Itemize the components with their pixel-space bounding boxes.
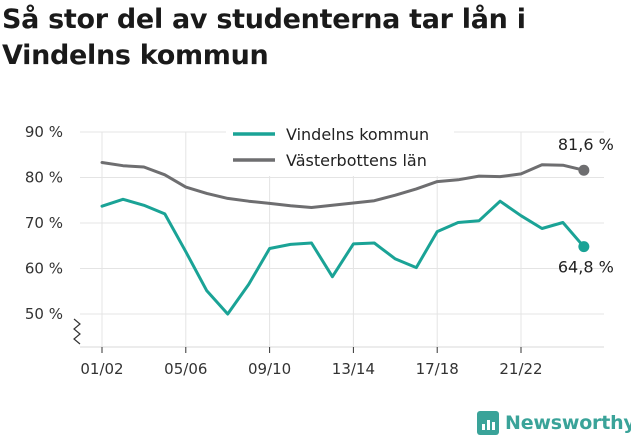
y-tick-label: 60 % <box>25 260 63 278</box>
y-axis-break <box>73 318 81 345</box>
legend: Vindelns kommun Västerbottens län <box>226 120 454 176</box>
series-end-point <box>578 164 590 176</box>
series-end-point <box>578 241 590 253</box>
newsworthy-icon <box>477 411 499 435</box>
series-line-0 <box>100 197 586 316</box>
series-end-points: 64,8 % 81,6 % <box>558 135 614 276</box>
series-lines <box>100 161 586 316</box>
y-tick-label: 80 % <box>25 169 63 187</box>
x-tick-label: 01/02 <box>80 360 123 378</box>
legend-entry: Västerbottens län <box>286 151 427 170</box>
x-tick-label: 17/18 <box>416 360 459 378</box>
legend-entry: Vindelns kommun <box>286 125 429 144</box>
chart-title: Så stor del av studenterna tar lån i Vin… <box>2 4 526 71</box>
x-axis-ticks: 01/02 05/06 09/10 13/14 17/18 21/22 <box>80 347 543 378</box>
x-tick-label: 09/10 <box>248 360 291 378</box>
series-end-label: 81,6 % <box>558 135 614 154</box>
legend-background <box>226 120 454 176</box>
y-tick-label: 70 % <box>25 214 63 232</box>
grid-lines <box>80 131 604 348</box>
y-tick-label: 50 % <box>25 305 63 323</box>
series-end-label: 64,8 % <box>558 258 614 277</box>
brand-name: Newsworthy <box>505 412 631 434</box>
x-tick-label: 05/06 <box>164 360 207 378</box>
series-line-1 <box>100 161 586 209</box>
y-axis-ticks: 50 % 60 % 70 % 80 % 90 % <box>25 123 63 323</box>
newsworthy-logo: Newsworthy <box>477 409 631 437</box>
x-tick-label: 21/22 <box>499 360 542 378</box>
y-tick-label: 90 % <box>25 123 63 141</box>
x-tick-label: 13/14 <box>332 360 375 378</box>
